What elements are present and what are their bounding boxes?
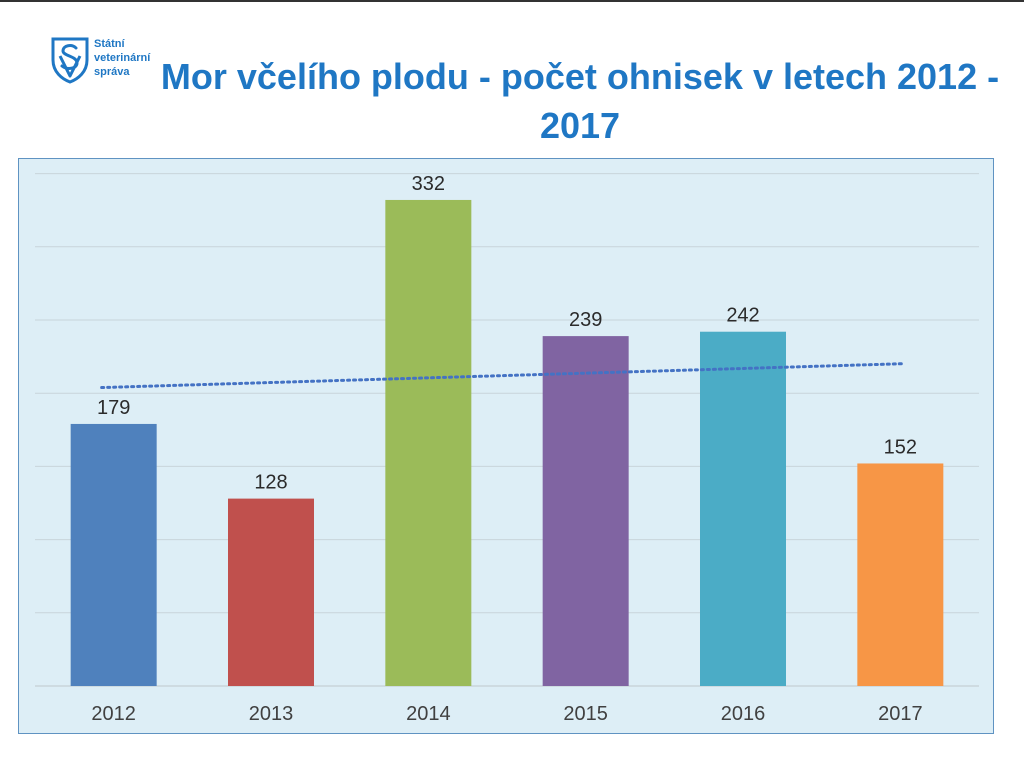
x-tick-label-2012: 2012: [91, 703, 136, 725]
data-label-2012: 179: [97, 397, 130, 419]
trendline: [100, 362, 904, 390]
x-tick-label-2017: 2017: [878, 703, 923, 725]
data-label-2015: 239: [569, 309, 602, 331]
bar-2016: [700, 331, 786, 686]
chart-title: Mor včelího plodu - počet ohnisek v lete…: [160, 56, 1000, 146]
bar-2013: [228, 498, 314, 686]
data-label-2017: 152: [884, 436, 917, 458]
x-tick-label-2013: 2013: [249, 703, 294, 725]
svs-shield-logo-icon: [51, 37, 89, 84]
x-tick-label-2015: 2015: [563, 703, 608, 725]
org-name: Státní veterinární správa: [94, 38, 151, 78]
bar-2012: [70, 423, 157, 686]
bar-2014: [385, 199, 472, 686]
top-rule: [0, 0, 1024, 2]
chart-area: 179 2012 128 2013 332 2014 239 2015 242 2016 152 20…: [18, 158, 994, 734]
bar-2015: [542, 336, 629, 686]
bar-chart: 179 2012 128 2013 332 2014 239 2015 242 2016 152 20…: [35, 173, 979, 725]
svs-logo: Státní veterinární správa: [50, 36, 180, 86]
data-label-2013: 128: [254, 472, 287, 494]
x-tick-label-2016: 2016: [721, 703, 766, 725]
bar-2017: [857, 463, 944, 686]
data-label-2016: 242: [726, 305, 759, 327]
x-tick-label-2014: 2014: [406, 703, 451, 725]
data-label-2014: 332: [412, 173, 445, 195]
